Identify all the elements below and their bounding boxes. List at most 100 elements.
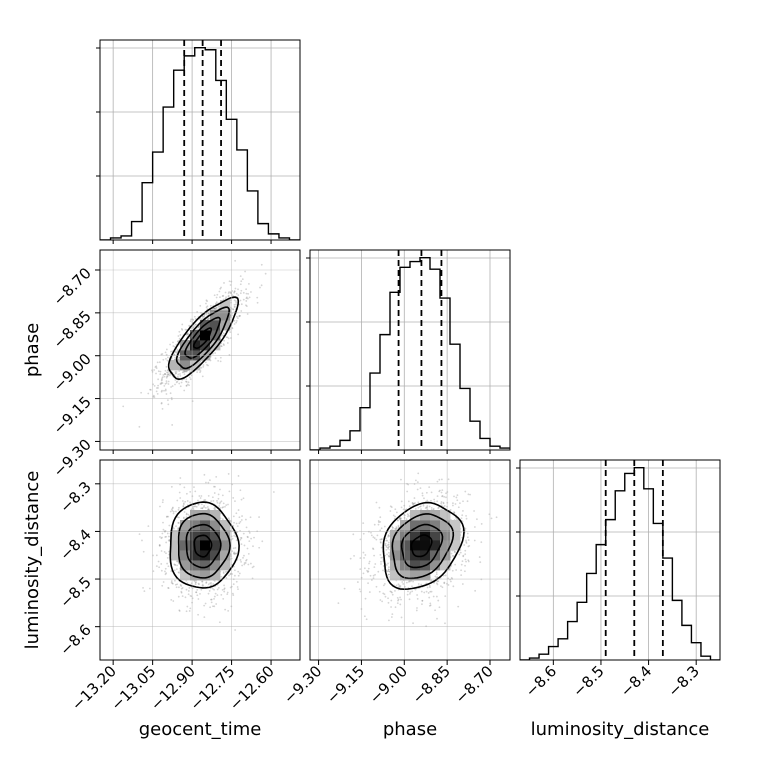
sample-point <box>258 516 260 518</box>
sample-point <box>388 573 390 576</box>
density-cell <box>390 570 401 581</box>
sample-point <box>421 599 424 602</box>
density-cell <box>410 540 421 551</box>
sample-point <box>158 566 161 569</box>
sample-point <box>177 522 180 524</box>
sample-point <box>161 536 163 539</box>
sample-point <box>389 510 392 512</box>
sample-point <box>397 583 400 586</box>
sample-point <box>207 494 210 497</box>
sample-point <box>181 328 184 331</box>
sample-point <box>415 609 418 612</box>
sample-point <box>164 388 167 391</box>
sample-point <box>385 537 387 540</box>
sample-point <box>180 327 183 330</box>
sample-point <box>243 544 246 547</box>
density-cell <box>390 540 401 551</box>
sample-point <box>480 541 483 544</box>
sample-point <box>155 387 158 389</box>
sample-point <box>239 520 242 523</box>
sample-point <box>235 539 238 542</box>
sample-point <box>176 375 179 378</box>
sample-point <box>452 555 455 557</box>
sample-point <box>179 477 182 479</box>
sample-point <box>175 560 178 563</box>
sample-point <box>434 609 436 612</box>
sample-point <box>122 405 125 408</box>
sample-point <box>203 473 206 476</box>
sample-point <box>185 492 188 495</box>
sample-point <box>430 579 433 582</box>
sample-point <box>414 507 417 510</box>
sample-point <box>442 574 445 577</box>
density-cell <box>430 560 441 571</box>
sample-point <box>364 554 367 556</box>
y-tick-label: −8.5 <box>56 573 94 611</box>
sample-point <box>362 532 365 535</box>
sample-point <box>383 525 386 528</box>
sample-point <box>180 381 183 384</box>
sample-point <box>209 587 212 590</box>
sample-point <box>456 499 459 502</box>
sample-point <box>435 571 438 574</box>
sample-point <box>163 375 166 378</box>
sample-point <box>248 532 251 534</box>
sample-point <box>419 487 422 490</box>
sample-point <box>201 584 204 587</box>
sample-point <box>159 370 162 373</box>
sample-point <box>170 398 173 401</box>
sample-point <box>251 566 254 569</box>
sample-point <box>186 332 189 335</box>
hist-step-geocent_time <box>100 46 300 240</box>
sample-point <box>388 576 391 578</box>
sample-point <box>209 479 211 482</box>
sample-point <box>158 544 161 546</box>
sample-point <box>222 506 225 509</box>
sample-point <box>440 501 443 503</box>
sample-point <box>406 513 409 516</box>
sample-point <box>185 384 188 387</box>
sample-point <box>168 550 170 553</box>
density-panel-geocent_time-luminosity_distance <box>100 460 300 660</box>
sample-point <box>199 304 202 307</box>
density-cell <box>220 540 231 551</box>
sample-point <box>465 541 468 543</box>
sample-point <box>397 524 400 527</box>
sample-point <box>224 505 226 508</box>
sample-point <box>450 552 453 555</box>
sample-point <box>168 538 171 541</box>
sample-point <box>381 556 384 559</box>
sample-point <box>443 582 446 585</box>
sample-point <box>359 557 362 559</box>
sample-point <box>238 516 241 519</box>
sample-point <box>399 585 402 587</box>
sample-point <box>399 517 401 520</box>
sample-point <box>227 503 229 506</box>
sample-point <box>396 602 399 605</box>
sample-point <box>170 386 172 388</box>
sample-point <box>217 497 220 500</box>
x-tick-label: −8.6 <box>522 662 560 700</box>
sample-point <box>234 546 237 549</box>
sample-point <box>194 505 197 508</box>
sample-point <box>166 369 169 372</box>
sample-point <box>428 486 431 489</box>
y-tick-label: −9.15 <box>50 393 95 438</box>
sample-point <box>253 536 255 539</box>
sample-point <box>445 496 447 499</box>
sample-point <box>250 537 253 540</box>
sample-point <box>395 527 397 530</box>
sample-point <box>149 388 151 391</box>
sample-point <box>398 584 401 587</box>
density-cell <box>200 560 211 571</box>
sample-point <box>473 510 475 512</box>
sample-point <box>429 586 431 588</box>
sample-point <box>239 292 242 295</box>
sample-point <box>460 517 463 520</box>
sample-point <box>399 596 401 599</box>
sample-point <box>182 503 185 506</box>
sample-point <box>182 505 185 508</box>
sample-point <box>200 507 202 510</box>
sample-point <box>237 288 239 291</box>
density-cell <box>220 530 231 541</box>
